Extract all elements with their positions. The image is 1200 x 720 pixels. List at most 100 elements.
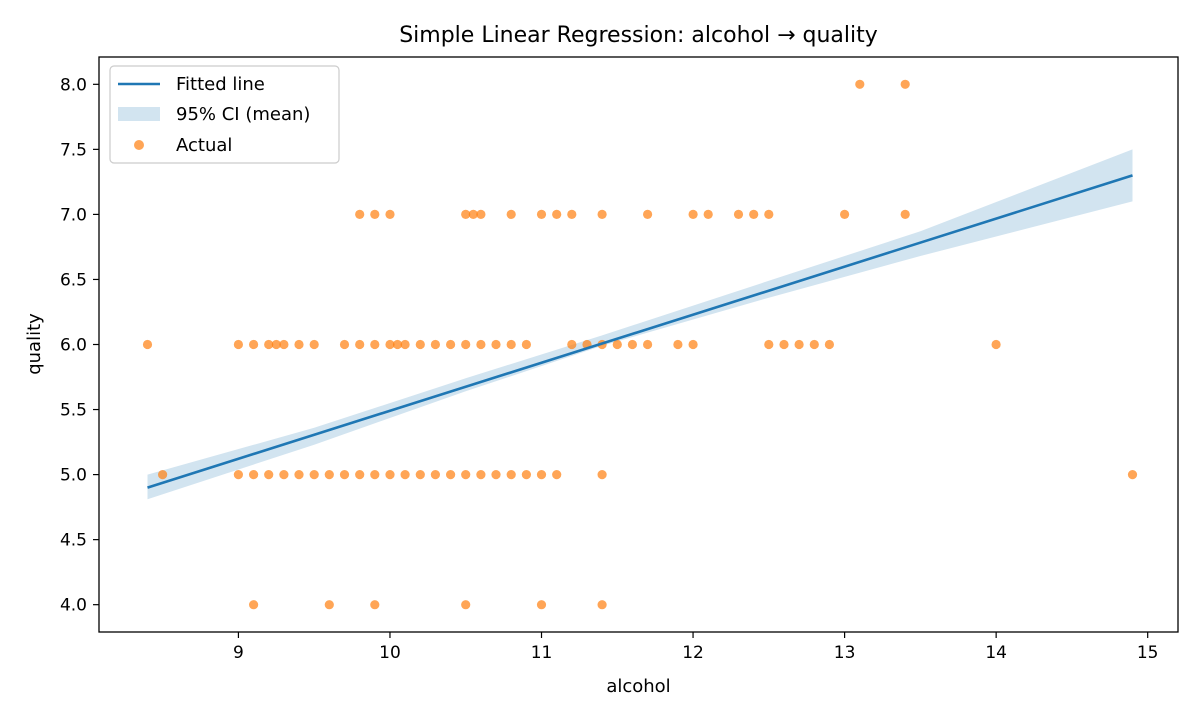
actual-point — [400, 470, 410, 480]
actual-point — [461, 209, 471, 219]
legend-ci-swatch — [118, 107, 160, 121]
actual-point — [612, 339, 622, 350]
x-tick-label: 13 — [834, 643, 856, 663]
actual-point — [536, 600, 547, 610]
legend: Fitted line 95% CI (mean) Actual — [109, 65, 340, 164]
y-tick-label: 4.5 — [60, 531, 87, 551]
actual-point — [597, 600, 607, 610]
actual-point — [249, 600, 259, 610]
actual-point — [673, 339, 683, 350]
actual-point — [809, 339, 819, 350]
actual-point — [461, 600, 471, 610]
y-tick-label: 8.0 — [60, 75, 87, 95]
actual-point — [688, 209, 698, 219]
actual-point — [294, 470, 304, 480]
actual-point — [294, 339, 304, 350]
y-tick-label: 5.0 — [60, 466, 87, 486]
actual-point — [824, 339, 835, 350]
actual-point — [476, 470, 486, 480]
actual-point — [521, 470, 532, 480]
actual-point — [415, 470, 425, 480]
actual-point — [385, 209, 395, 219]
actual-point — [794, 339, 804, 350]
actual-point — [552, 470, 562, 480]
x-tick-label: 15 — [1137, 643, 1159, 663]
legend-actual-label: Actual — [176, 135, 232, 156]
actual-point — [567, 209, 577, 219]
actual-point — [309, 470, 319, 480]
actual-point — [309, 339, 319, 350]
scatter-points-layer — [142, 79, 1138, 610]
actual-point — [764, 209, 774, 219]
y-tick-label: 4.0 — [60, 596, 87, 616]
actual-point — [142, 339, 153, 350]
actual-point — [900, 79, 910, 89]
y-tick-label: 6.5 — [60, 270, 87, 290]
confidence-band-layer — [147, 149, 1133, 500]
actual-point — [476, 339, 486, 350]
x-axis: 9 10 11 12 13 14 15 — [233, 632, 1159, 663]
actual-point — [370, 600, 380, 610]
x-axis-label: alcohol — [606, 676, 670, 697]
actual-point — [461, 470, 471, 480]
actual-point — [855, 79, 865, 89]
actual-point — [840, 209, 850, 219]
x-tick-label: 14 — [985, 643, 1007, 663]
actual-point — [643, 339, 653, 350]
actual-point — [430, 339, 440, 350]
x-tick-label: 10 — [379, 643, 401, 663]
actual-point — [271, 339, 281, 350]
actual-point — [370, 339, 380, 350]
legend-frame — [109, 65, 340, 164]
actual-point — [536, 470, 547, 480]
actual-point — [900, 209, 910, 219]
actual-point — [324, 470, 334, 480]
y-tick-label: 7.5 — [60, 140, 87, 160]
actual-point — [749, 209, 759, 219]
actual-point — [733, 209, 744, 219]
legend-fitted-line-label: Fitted line — [176, 74, 265, 95]
actual-point — [233, 470, 243, 480]
fitted-line-layer — [147, 174, 1133, 489]
actual-point — [392, 339, 403, 350]
actual-point — [491, 339, 501, 350]
actual-point — [506, 339, 516, 350]
actual-point — [779, 339, 789, 350]
actual-point — [339, 470, 350, 480]
actual-point — [415, 339, 425, 350]
actual-point — [506, 470, 516, 480]
actual-point — [446, 339, 456, 350]
actual-point — [688, 339, 698, 350]
actual-point — [491, 470, 501, 480]
y-tick-label: 6.0 — [60, 336, 87, 356]
actual-point — [400, 339, 410, 350]
y-axis: 4.0 4.5 5.0 5.5 6.0 6.5 7.0 7.5 8.0 — [60, 75, 99, 616]
actual-point — [355, 339, 365, 350]
actual-point — [279, 339, 289, 350]
actual-point — [233, 339, 243, 350]
y-axis-label: quality — [24, 313, 45, 375]
actual-point — [1127, 470, 1138, 480]
actual-point — [476, 209, 486, 219]
x-tick-label: 11 — [531, 643, 553, 663]
actual-point — [279, 470, 289, 480]
actual-point — [355, 209, 365, 219]
actual-point — [158, 470, 168, 480]
actual-point — [264, 339, 274, 350]
actual-point — [324, 600, 334, 610]
actual-point — [249, 339, 259, 350]
actual-point — [506, 209, 516, 219]
y-tick-label: 5.5 — [60, 401, 87, 421]
actual-point — [355, 470, 365, 480]
actual-point — [264, 470, 274, 480]
fitted-line — [147, 174, 1133, 489]
confidence-band — [147, 149, 1133, 500]
x-tick-label: 12 — [682, 643, 704, 663]
actual-point — [627, 339, 638, 350]
actual-point — [764, 339, 774, 350]
actual-point — [446, 470, 456, 480]
actual-point — [430, 470, 440, 480]
actual-point — [643, 209, 653, 219]
actual-point — [536, 209, 547, 219]
